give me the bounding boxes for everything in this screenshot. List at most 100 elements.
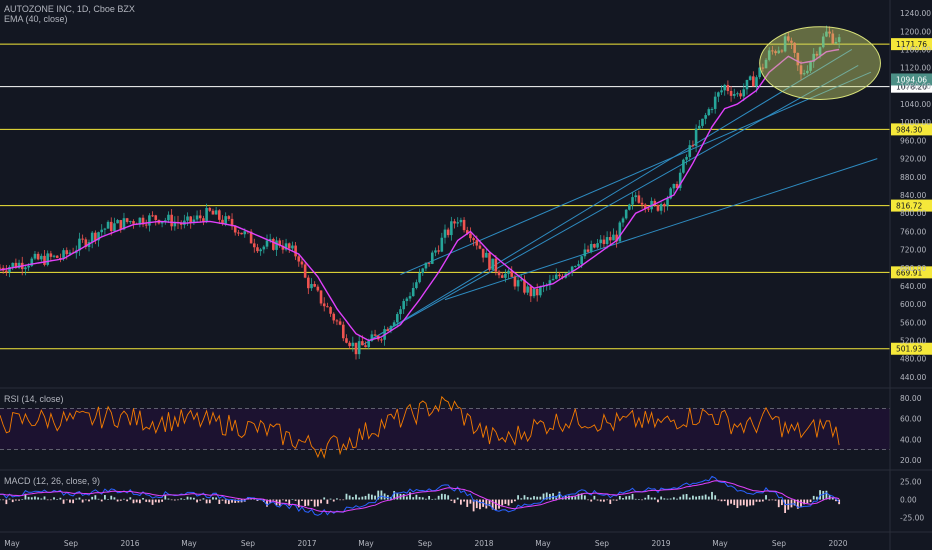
macd-histogram-bar <box>711 491 713 500</box>
macd-histogram-bar <box>510 499 513 504</box>
candle-body <box>586 249 590 252</box>
candle-body <box>481 248 485 258</box>
candle-body <box>456 222 460 224</box>
macd-histogram-bar <box>326 499 329 504</box>
macd-histogram-bar <box>329 498 332 500</box>
candle-body <box>424 262 428 269</box>
candle-body <box>256 247 259 252</box>
candle-body <box>729 90 733 96</box>
rsi-band <box>0 408 890 450</box>
macd-histogram-bar <box>208 499 211 504</box>
candle-body <box>43 255 46 265</box>
candle-body <box>11 262 15 267</box>
macd-histogram-bar <box>625 496 628 500</box>
macd-histogram-bar <box>21 499 24 500</box>
candle-body <box>345 338 348 343</box>
candle-body <box>688 145 692 157</box>
macd-histogram-bar <box>746 499 748 507</box>
candle-body <box>821 36 825 48</box>
macd-histogram-bar <box>548 493 551 500</box>
trendline[interactable] <box>362 49 853 346</box>
macd-histogram-bar <box>469 499 472 504</box>
candle-body <box>329 307 332 314</box>
candle-body <box>567 271 571 274</box>
candle-body <box>179 223 183 225</box>
macd-histogram-bar <box>253 498 256 500</box>
price-tick-label: 960.00 <box>900 136 926 145</box>
candle-body <box>589 243 593 252</box>
macd-histogram-bar <box>370 494 373 500</box>
trendline[interactable] <box>444 158 878 301</box>
candle-body <box>233 226 237 233</box>
candle-body <box>170 214 173 227</box>
candle-body <box>812 53 816 62</box>
candle-body <box>300 261 304 265</box>
macd-histogram-bar <box>167 498 170 500</box>
macd-histogram-bar <box>374 495 376 500</box>
macd-histogram-bar <box>367 493 370 500</box>
candle-body <box>163 220 167 222</box>
macd-histogram-bar <box>380 490 383 500</box>
candle-body <box>745 79 749 90</box>
macd-histogram-bar <box>822 490 825 500</box>
candle-body <box>278 240 282 246</box>
macd-histogram-bar <box>825 490 828 500</box>
price-tick-label: 800.00 <box>900 209 926 218</box>
candle-body <box>758 67 761 78</box>
candle-body <box>577 264 580 266</box>
macd-histogram-bar <box>237 499 240 503</box>
trendline[interactable] <box>368 64 859 341</box>
macd-histogram-bar <box>37 497 40 500</box>
candle-body <box>408 296 412 299</box>
rsi-tick-label: 60.00 <box>900 415 922 424</box>
candle-body <box>367 341 371 348</box>
candle-body <box>411 288 415 297</box>
level-price-label: 984.30 <box>896 125 922 134</box>
macd-histogram-bar <box>72 499 75 504</box>
macd-histogram-bar <box>692 495 694 500</box>
macd-histogram-bar <box>501 499 504 506</box>
macd-histogram-bar <box>113 497 116 500</box>
macd-histogram-bar <box>431 499 434 500</box>
macd-histogram-bar <box>183 499 186 500</box>
macd-histogram-bar <box>539 496 542 500</box>
candle-body <box>357 341 361 355</box>
time-tick-label: 2020 <box>828 539 847 548</box>
candle-body <box>640 202 644 205</box>
candle-body <box>160 221 164 224</box>
candle-body <box>831 33 835 44</box>
price-tick-label: 920.00 <box>900 155 926 164</box>
macd-histogram-bar <box>278 499 281 506</box>
candle-body <box>669 188 672 199</box>
macd-tick-label: 25.00 <box>900 477 922 486</box>
macd-histogram-bar <box>192 497 195 500</box>
macd-histogram-bar <box>301 499 303 501</box>
candle-body <box>631 197 634 205</box>
macd-histogram-bar <box>669 498 672 500</box>
macd-histogram-bar <box>793 499 796 506</box>
macd-histogram-bar <box>450 499 453 501</box>
candle-body <box>570 266 574 272</box>
candle-body <box>284 243 288 250</box>
macd-histogram-bar <box>593 495 596 500</box>
macd-histogram-bar <box>40 498 43 500</box>
candle-body <box>59 257 62 259</box>
highlight-ellipse[interactable] <box>759 26 881 100</box>
macd-histogram-bar <box>231 499 233 503</box>
candle-body <box>0 267 2 269</box>
candle-body <box>294 245 297 257</box>
macd-histogram-bar <box>103 495 106 500</box>
macd-histogram-bar <box>132 499 135 504</box>
candle-body <box>33 253 37 259</box>
macd-histogram-bar <box>479 499 481 510</box>
candle-body <box>780 50 784 52</box>
macd-histogram-bar <box>790 499 793 508</box>
candle-body <box>243 231 247 235</box>
macd-histogram-bar <box>78 497 81 500</box>
trendline[interactable] <box>400 71 872 276</box>
macd-histogram-bar <box>482 499 485 507</box>
macd-histogram-bar <box>173 499 176 501</box>
macd-histogram-bar <box>405 496 408 500</box>
